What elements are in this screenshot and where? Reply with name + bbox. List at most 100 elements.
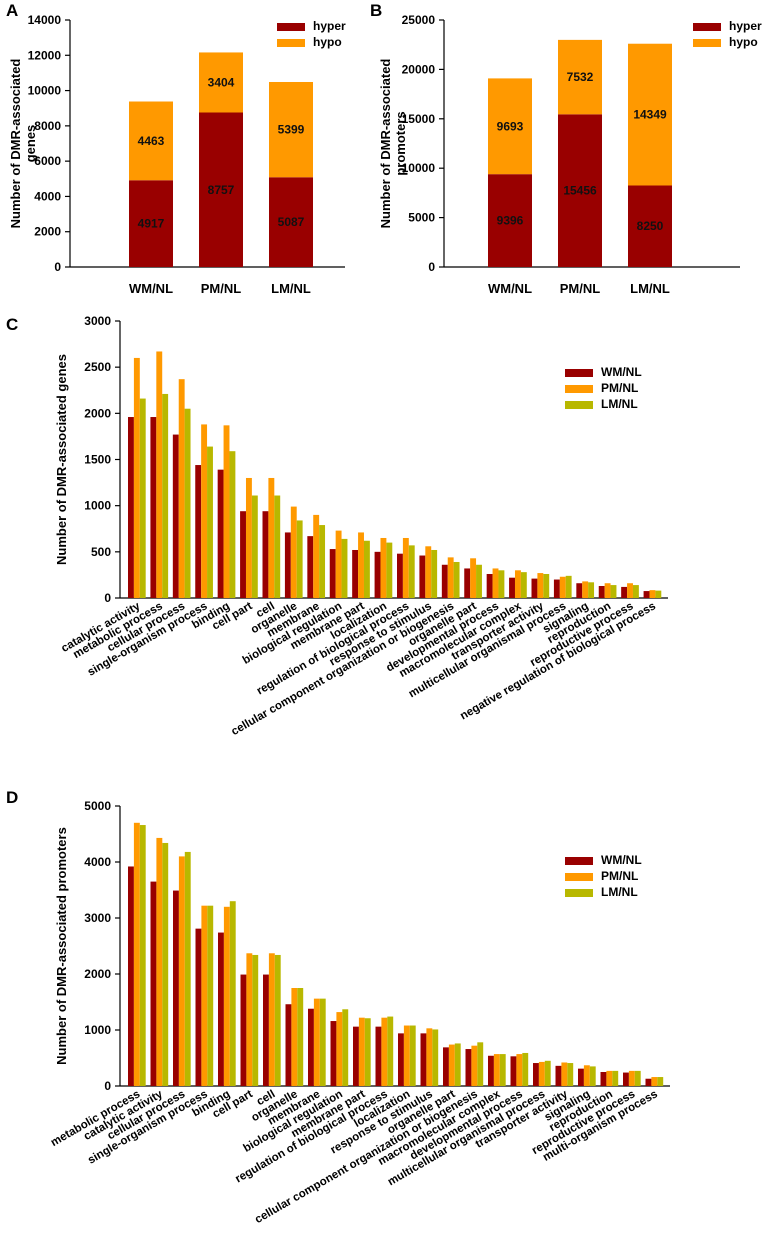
b-bar-hyper <box>488 174 532 267</box>
d-legend-swatch-lmnl <box>565 889 593 897</box>
d-bar-lmnl <box>634 1070 641 1086</box>
b-panel-letter: B <box>370 1 382 20</box>
d-bar-wmnl <box>308 1008 314 1086</box>
c-bar-wmnl <box>262 511 269 598</box>
a-panel-letter: A <box>6 1 18 20</box>
c-bar-wmnl <box>531 578 538 598</box>
a-y-tick-label: 2000 <box>34 225 61 239</box>
a-category-label: PM/NL <box>201 281 242 296</box>
c-bar-lmnl <box>520 572 527 598</box>
c-bar-pmnl <box>380 537 387 598</box>
d-bar-lmnl <box>499 1054 506 1086</box>
d-bar-wmnl <box>218 932 224 1086</box>
d-bar-pmnl <box>493 1054 500 1086</box>
b-data-label: 14349 <box>633 108 667 122</box>
d-bar-lmnl <box>477 1042 484 1086</box>
c-bar-wmnl <box>240 511 246 598</box>
d-bar-lmnl <box>589 1066 596 1086</box>
d-bar-pmnl <box>358 1017 365 1086</box>
d-bar-pmnl <box>201 905 208 1086</box>
d-bar-wmnl <box>645 1078 652 1086</box>
c-y-tick-label: 3000 <box>84 314 111 328</box>
a-data-label: 5087 <box>278 215 305 229</box>
d-bar-wmnl <box>398 1033 404 1086</box>
c-bar-wmnl <box>217 469 224 598</box>
c-bar-lmnl <box>565 575 572 598</box>
d-bar-lmnl <box>207 905 214 1086</box>
d-bar-pmnl <box>516 1054 523 1086</box>
a-data-label: 3404 <box>208 75 235 89</box>
d-bar-lmnl <box>162 842 169 1086</box>
c-bar-wmnl <box>128 417 134 598</box>
d-bar-wmnl <box>555 1065 562 1086</box>
c-bar-wmnl <box>352 549 359 598</box>
d-bar-lmnl <box>139 825 146 1086</box>
d-bar-lmnl <box>364 1018 371 1086</box>
c-bar-pmnl <box>201 424 208 598</box>
a-legend-label: hypo <box>313 35 342 49</box>
d-bar-wmnl <box>240 974 247 1086</box>
a-legend-label: hyper <box>313 19 346 33</box>
c-legend-label: LM/NL <box>601 397 638 411</box>
a-legend-swatch-hypo <box>277 39 305 47</box>
c-bar-pmnl <box>425 546 432 598</box>
c-bar-lmnl <box>139 398 146 598</box>
a-y-tick-label: 6000 <box>34 154 61 168</box>
d-legend-swatch-wmnl <box>565 857 593 865</box>
d-bar-pmnl <box>606 1070 613 1086</box>
b-bar-hyper <box>628 185 672 267</box>
b-legend-swatch-hyper <box>693 23 721 31</box>
d-bar-pmnl <box>246 953 253 1086</box>
b-legend-label: hypo <box>729 35 758 49</box>
d-bar-wmnl <box>353 1026 359 1086</box>
d-bar-wmnl <box>375 1026 382 1086</box>
c-bar-lmnl <box>207 446 213 598</box>
c-bar-wmnl <box>464 568 471 598</box>
c-bar-pmnl <box>492 568 499 598</box>
c-bar-lmnl <box>498 570 505 598</box>
d-bar-pmnl <box>223 906 230 1086</box>
d-y-tick-label: 4000 <box>84 855 111 869</box>
d-bar-pmnl <box>538 1061 545 1086</box>
b-category-label: PM/NL <box>560 281 601 296</box>
c-bar-lmnl <box>296 520 303 598</box>
d-panel-letter: D <box>6 788 18 807</box>
c-y-tick-label: 2000 <box>84 406 111 420</box>
d-bar-pmnl <box>156 837 163 1086</box>
c-panel-letter: C <box>6 315 18 334</box>
d-y-tick-label: 0 <box>104 1079 111 1093</box>
c-legend-label: PM/NL <box>601 381 638 395</box>
d-bar-lmnl <box>274 954 281 1086</box>
c-bar-lmnl <box>588 582 595 598</box>
d-bar-lmnl <box>184 851 191 1086</box>
c-bar-wmnl <box>172 434 179 598</box>
panel-a: A 0 2000 4000 6000 8000 10000 12000 14000 Number … <box>6 1 346 296</box>
a-y-tick-label: 14000 <box>28 13 62 27</box>
c-bar-wmnl <box>374 551 381 598</box>
d-bar-wmnl <box>173 890 179 1086</box>
b-y-tick-label: 15000 <box>402 112 436 126</box>
d-bar-pmnl <box>381 1017 388 1086</box>
d-bar-wmnl <box>623 1072 629 1086</box>
b-legend-label: hyper <box>729 19 762 33</box>
d-bar-lmnl <box>544 1060 551 1086</box>
c-bar-lmnl <box>251 495 258 598</box>
b-y-axis-title: Number of DMR-associatedpromoters <box>378 59 408 229</box>
c-y-tick-label: 0 <box>104 591 111 605</box>
c-bar-wmnl <box>553 579 560 598</box>
a-data-label: 4917 <box>138 217 165 231</box>
b-category-label: WM/NL <box>488 281 532 296</box>
c-y-tick-label: 1500 <box>84 453 111 467</box>
c-bar-pmnl <box>559 576 566 598</box>
a-bar-hypo <box>129 101 173 181</box>
panel-b: B 0 5000 10000 15000 20000 25000 Number of DMR-… <box>370 1 762 296</box>
c-bar-pmnl <box>313 514 320 598</box>
c-bar-lmnl <box>162 393 169 598</box>
d-bar-wmnl <box>533 1063 539 1086</box>
d-bar-wmnl <box>488 1055 494 1086</box>
d-bar-lmnl <box>567 1063 574 1086</box>
c-bar-wmnl <box>397 553 403 598</box>
b-data-label: 9396 <box>497 214 524 228</box>
d-bar-pmnl <box>178 856 185 1086</box>
c-bar-wmnl <box>509 577 515 598</box>
